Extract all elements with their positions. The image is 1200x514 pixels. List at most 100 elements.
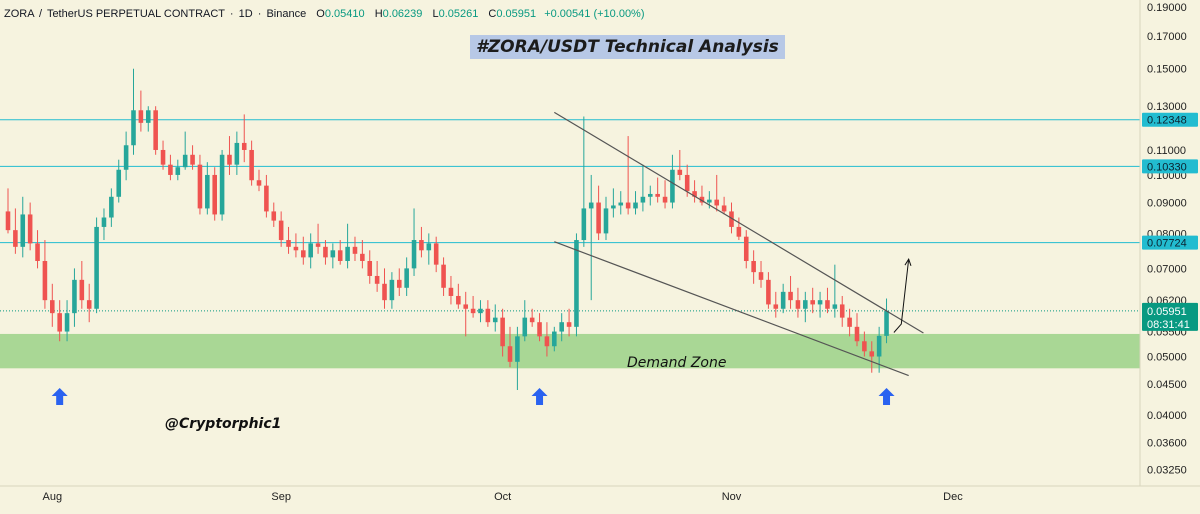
candle-body[interactable] (537, 322, 542, 337)
candle-body[interactable] (456, 295, 461, 305)
candle-body[interactable] (832, 304, 838, 309)
candle-body[interactable] (766, 279, 771, 305)
candle-body[interactable] (286, 240, 291, 247)
candle-body[interactable] (227, 154, 232, 165)
candle-body[interactable] (35, 243, 40, 261)
candle-body[interactable] (337, 250, 343, 261)
trendline[interactable] (554, 111, 924, 334)
candle-body[interactable] (552, 331, 557, 347)
candle-body[interactable] (315, 243, 321, 247)
candle-body[interactable] (611, 205, 616, 209)
interval[interactable]: 1D (238, 8, 253, 20)
candle-body[interactable] (94, 226, 99, 309)
candle-body[interactable] (234, 142, 240, 165)
candle-body[interactable] (869, 351, 875, 357)
candle-body[interactable] (50, 300, 55, 314)
candle-body[interactable] (308, 243, 313, 258)
candle-body[interactable] (109, 196, 114, 218)
candle-body[interactable] (5, 211, 11, 231)
candle-body[interactable] (293, 246, 299, 251)
candle-body[interactable] (655, 193, 660, 197)
candle-body[interactable] (426, 243, 432, 251)
candle-body[interactable] (463, 304, 469, 309)
candle-body[interactable] (876, 335, 882, 357)
candle-body[interactable] (529, 317, 535, 323)
candle-body[interactable] (160, 149, 166, 165)
candle-body[interactable] (662, 196, 668, 203)
trendline[interactable] (554, 241, 909, 377)
candle-body[interactable] (301, 250, 306, 258)
candle-body[interactable] (197, 164, 203, 209)
candle-body[interactable] (153, 110, 158, 150)
candle-body[interactable] (101, 217, 107, 227)
candle-body[interactable] (404, 268, 409, 288)
candle-body[interactable] (618, 202, 624, 206)
candle-body[interactable] (168, 164, 173, 175)
candle-body[interactable] (566, 322, 572, 327)
projection-path[interactable] (893, 259, 910, 333)
candle-body[interactable] (692, 191, 697, 197)
candle-body[interactable] (758, 272, 764, 280)
candle-body[interactable] (847, 317, 852, 327)
candle-body[interactable] (839, 304, 845, 318)
candle-body[interactable] (825, 300, 830, 309)
candle-body[interactable] (707, 199, 712, 203)
candle-body[interactable] (190, 154, 195, 165)
candle-body[interactable] (367, 260, 373, 276)
candle-body[interactable] (345, 246, 350, 261)
candle-body[interactable] (374, 275, 380, 284)
candle-body[interactable] (382, 283, 387, 301)
candle-body[interactable] (42, 260, 48, 301)
candle-body[interactable] (352, 246, 358, 254)
candle-body[interactable] (478, 308, 483, 314)
candle-body[interactable] (145, 110, 151, 123)
candle-body[interactable] (743, 236, 749, 261)
candle-body[interactable] (485, 308, 491, 323)
candle-body[interactable] (72, 279, 77, 314)
candle-body[interactable] (219, 154, 225, 215)
candle-body[interactable] (810, 300, 815, 305)
candle-body[interactable] (751, 260, 756, 273)
candle-body[interactable] (396, 279, 402, 288)
candle-body[interactable] (278, 220, 284, 241)
candle-body[interactable] (492, 317, 498, 323)
candle-body[interactable] (670, 169, 675, 203)
candle-body[interactable] (500, 317, 505, 347)
candle-body[interactable] (581, 208, 587, 241)
candle-body[interactable] (507, 346, 513, 362)
candle-body[interactable] (544, 336, 550, 347)
candle-body[interactable] (714, 199, 720, 206)
candle-body[interactable] (323, 246, 328, 258)
candle-body[interactable] (699, 196, 705, 203)
candle-body[interactable] (27, 214, 33, 244)
candle-body[interactable] (603, 208, 609, 234)
candle-body[interactable] (330, 250, 336, 258)
candle-body[interactable] (419, 240, 424, 251)
candle-body[interactable] (677, 169, 683, 175)
candle-body[interactable] (57, 313, 62, 332)
candle-body[interactable] (721, 205, 727, 212)
candle-body[interactable] (625, 202, 631, 209)
candle-body[interactable] (249, 149, 254, 181)
candle-body[interactable] (884, 310, 889, 336)
candle-body[interactable] (138, 110, 144, 123)
candle-body[interactable] (411, 240, 417, 269)
symbol-name[interactable]: ZORA (4, 8, 34, 20)
candle-body[interactable] (131, 110, 136, 146)
candle-body[interactable] (522, 317, 528, 337)
candle-body[interactable] (205, 174, 210, 209)
candle-body[interactable] (175, 167, 181, 175)
candle-body[interactable] (684, 174, 690, 192)
candle-body[interactable] (433, 243, 439, 265)
candle-body[interactable] (647, 193, 653, 197)
candle-body[interactable] (360, 253, 365, 261)
candle-body[interactable] (574, 240, 579, 327)
candle-body[interactable] (559, 322, 564, 332)
candle-body[interactable] (448, 287, 454, 296)
candle-body[interactable] (640, 196, 646, 203)
candle-body[interactable] (633, 202, 638, 209)
price-axis[interactable] (1140, 0, 1200, 514)
candle-body[interactable] (788, 291, 793, 301)
candle-body[interactable] (817, 300, 823, 305)
